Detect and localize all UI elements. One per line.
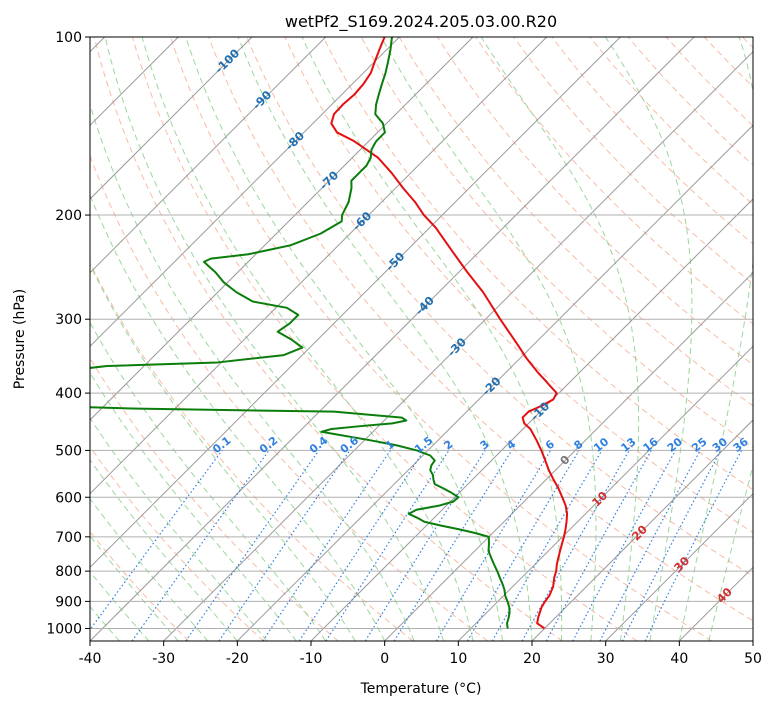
mixing-ratio-lines (90, 450, 743, 641)
isotherm-line (310, 198, 753, 641)
y-tick-label: 500 (55, 443, 82, 459)
isotherm-line (90, 37, 474, 421)
profiles (90, 37, 569, 630)
moist-adiabat-line (90, 102, 415, 641)
moist-adiabat-line (90, 535, 179, 641)
mixing-ratio-line (364, 450, 486, 641)
y-tick-label: 200 (55, 208, 82, 224)
moist-adiabat-line (90, 417, 268, 641)
isotherm-line (90, 37, 327, 274)
isotherm-line (90, 37, 548, 495)
x-tick-label: -20 (226, 651, 249, 667)
mixing-ratio-line (218, 450, 351, 641)
x-tick-label: 10 (449, 651, 467, 667)
moist-adiabat-line (708, 463, 753, 641)
isotherm-line (605, 492, 753, 641)
mixing-ratio-line (466, 450, 580, 641)
isotherm-line (90, 37, 253, 200)
y-tick-label: 800 (55, 564, 82, 580)
x-tick-label: 0 (380, 651, 389, 667)
isotherm-line (90, 37, 621, 569)
moist-adiabat-line (480, 37, 640, 641)
y-tick-label: 100 (55, 30, 82, 46)
pressure-gridlines (90, 37, 753, 629)
mixing-ratio-line (393, 450, 513, 641)
y-axis-ticks: 100 200 300 400 500 600 700 800 900 1000 (46, 30, 90, 637)
dewpoint-profile-line (90, 37, 511, 629)
y-tick-label: 300 (55, 312, 82, 328)
plot-area (90, 37, 753, 641)
moist-adiabat-line (90, 458, 238, 641)
isotherm-line (531, 419, 753, 641)
mixing-ratio-line (131, 450, 270, 641)
moist-adiabat-line (104, 37, 445, 641)
x-tick-label: -40 (79, 651, 102, 667)
x-tick-label: 40 (670, 651, 688, 667)
plot-frame (89, 36, 754, 642)
x-tick-label: 30 (597, 651, 615, 667)
moist-adiabat-line (90, 371, 297, 641)
moist-adiabat-line (90, 263, 356, 641)
moist-adiabat-line (185, 37, 504, 641)
moist-adiabat-line (678, 37, 753, 641)
mixing-ratio-line (325, 450, 450, 641)
moist-adiabat-line (141, 37, 474, 641)
moist-adiabat-line (301, 37, 563, 641)
dry-adiabat-line (513, 37, 753, 285)
moist-adiabat-line (90, 497, 209, 641)
dry-adiabat-line (90, 261, 414, 641)
isotherm-line (236, 124, 753, 641)
dry-adiabat-line (90, 445, 264, 641)
dry-adiabat-line (322, 37, 753, 491)
moist-adiabat-line (605, 37, 693, 641)
x-tick-label: -30 (152, 651, 175, 667)
dry-adiabat-line (93, 37, 563, 641)
isotherm-line (90, 37, 695, 641)
mixing-ratio-line (572, 450, 677, 641)
x-axis-ticks: -40 -30 -20 -10 0 10 20 30 40 50 (79, 641, 762, 667)
moist-adiabat-line (90, 321, 327, 641)
isotherm-line (384, 271, 753, 641)
x-axis-label: Temperature (°C) (360, 681, 482, 697)
y-tick-label: 900 (55, 594, 82, 610)
moist-adiabat-line (380, 37, 597, 641)
dry-adiabat-line (627, 37, 753, 166)
x-tick-label: 20 (523, 651, 541, 667)
isotherm-line (90, 37, 400, 348)
dry-adiabat-line (475, 37, 753, 325)
isotherm-line (457, 345, 753, 641)
mixing-ratio-line (521, 450, 630, 641)
dry-adiabat-line (208, 37, 753, 622)
chart-title: wetPf2_S169.2024.205.03.00.R20 (285, 12, 557, 32)
y-tick-label: 400 (55, 386, 82, 402)
y-tick-label: 700 (55, 530, 82, 546)
x-tick-label: 50 (744, 651, 762, 667)
moist-adiabat-line (237, 37, 533, 641)
x-tick-label: -10 (300, 651, 323, 667)
isotherms (90, 37, 753, 641)
mixing-ratio-line (435, 450, 552, 641)
temperature-profile-line (330, 37, 569, 630)
y-tick-label: 600 (55, 490, 82, 506)
dry-adiabat-line (246, 37, 753, 577)
dry-adiabat-line (398, 37, 753, 407)
isotherm-line (163, 50, 753, 641)
y-axis-label: Pressure (hPa) (12, 289, 28, 389)
moist-adiabat-line (90, 193, 386, 641)
y-tick-label: 1000 (46, 621, 82, 637)
mixing-ratio-line (90, 450, 223, 631)
mixing-ratio-line (545, 450, 652, 641)
